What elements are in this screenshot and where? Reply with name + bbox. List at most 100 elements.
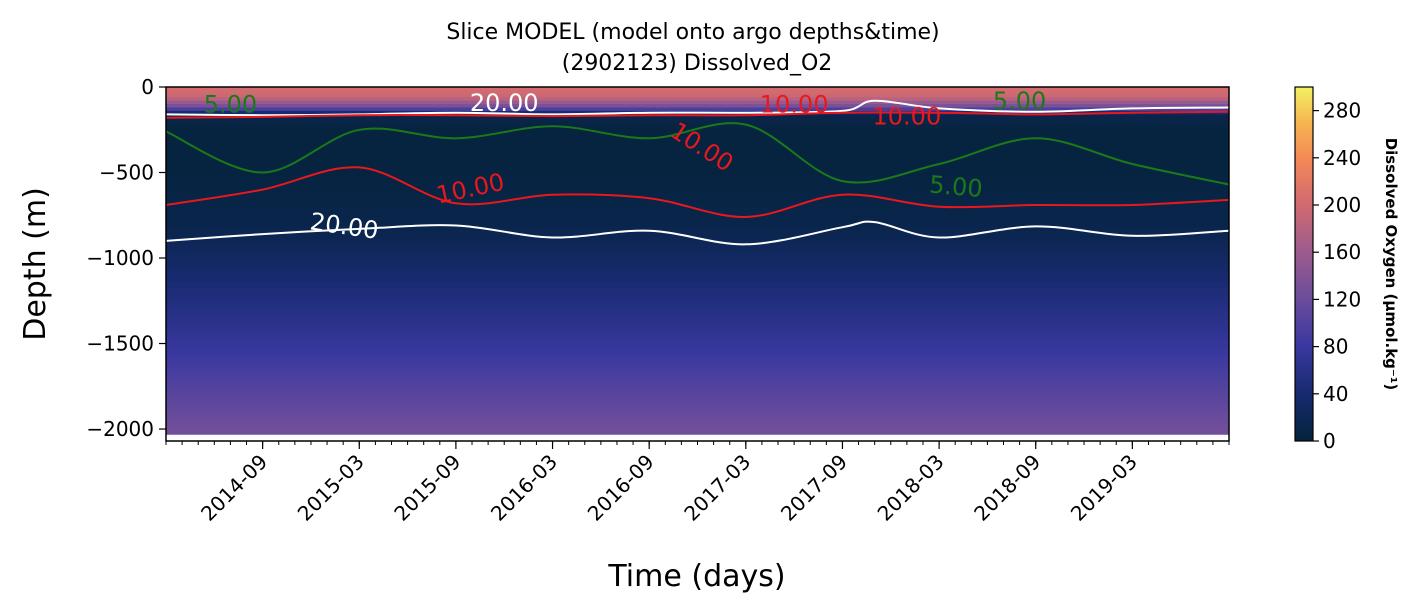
heatmap-band <box>166 199 1229 204</box>
heatmap-band <box>166 90 1229 95</box>
heatmap-band <box>166 158 1229 163</box>
heatmap-band <box>166 292 1229 297</box>
colorbar-tick-label: 200 <box>1323 193 1361 217</box>
heatmap-band <box>166 326 1229 331</box>
heatmap-band <box>166 100 1229 105</box>
contour-label: 5.00 <box>928 170 984 203</box>
y-tick-label: 0 <box>141 75 154 99</box>
heatmap-band <box>166 151 1229 157</box>
heatmap-band <box>166 271 1229 276</box>
heatmap-band <box>166 261 1229 266</box>
heatmap-band <box>166 364 1229 369</box>
heatmap-band <box>166 155 1229 160</box>
heatmap-band <box>166 374 1229 379</box>
heatmap-band <box>166 333 1229 338</box>
heatmap-band <box>166 193 1229 198</box>
heatmap-band <box>166 285 1229 290</box>
heatmap-band <box>166 254 1229 259</box>
heatmap-band <box>166 425 1229 430</box>
y-axis-title: Depth (m) <box>18 187 53 341</box>
heatmap-band <box>166 405 1229 410</box>
heatmap-band <box>166 415 1229 420</box>
contour-label: 20.00 <box>470 89 539 117</box>
heatmap-band <box>166 346 1229 351</box>
heatmap-band <box>166 128 1229 133</box>
heatmap-band <box>166 350 1229 355</box>
heatmap-band <box>166 251 1229 256</box>
heatmap-band <box>166 141 1229 146</box>
heatmap-band <box>166 247 1229 252</box>
heatmap-band <box>166 302 1229 307</box>
heatmap-band <box>166 169 1229 174</box>
heatmap-band <box>166 227 1229 232</box>
heatmap-band <box>166 343 1229 348</box>
x-tick-label: 2016-03 <box>486 450 562 526</box>
heatmap-band <box>166 182 1229 187</box>
heatmap-band <box>166 148 1229 153</box>
colorbar-tick-label: 120 <box>1323 287 1361 311</box>
chart-title-line2: (2902123) Dissolved_O2 <box>562 51 833 76</box>
colorbar <box>1294 86 1314 442</box>
heatmap-band <box>166 353 1229 358</box>
heatmap-band <box>166 210 1229 215</box>
x-axis: 2014-09 2015-03 2015-09 2016-03 2016-09 2017-… <box>165 441 1230 526</box>
heatmap-band <box>166 323 1229 328</box>
heatmap-band <box>166 138 1229 143</box>
x-tick-label: 2015-03 <box>293 450 369 526</box>
colorbar-tick-label: 160 <box>1323 240 1361 264</box>
heatmap-band <box>166 237 1229 242</box>
heatmap-band <box>166 336 1229 341</box>
heatmap-band <box>166 357 1229 362</box>
heatmap-band <box>166 401 1229 406</box>
heatmap-band <box>166 391 1229 396</box>
heatmap-band <box>166 264 1229 269</box>
heatmap-band <box>166 281 1229 286</box>
heatmap-band <box>166 234 1229 239</box>
heatmap-band <box>166 97 1229 102</box>
heatmap-band <box>166 377 1229 382</box>
colorbar-tick-label: 280 <box>1323 99 1361 123</box>
x-tick-label: 2016-09 <box>583 450 659 526</box>
heatmap-band <box>166 295 1229 300</box>
heatmap-band <box>166 432 1229 435</box>
heatmap-band <box>166 309 1229 314</box>
heatmap-band <box>166 360 1229 365</box>
heatmap-band <box>166 189 1229 194</box>
heatmap-band <box>166 370 1229 375</box>
heatmap-band <box>166 408 1229 413</box>
colorbar-ticks: 0 40 80 120 160 200 240 280 <box>1313 99 1361 453</box>
x-axis-title: Time (days) <box>607 559 785 594</box>
contour-label: 10.00 <box>760 91 829 119</box>
heatmap-band <box>166 134 1229 139</box>
contour-line-10-00-deep <box>166 166 1229 219</box>
heatmap-band <box>166 175 1229 180</box>
chart-title-line1: Slice MODEL (model onto argo depths&time… <box>446 20 939 45</box>
heatmap-band <box>166 179 1229 184</box>
heatmap-band <box>166 121 1229 126</box>
heatmap-band <box>166 93 1229 98</box>
colorbar-tick-label: 40 <box>1323 382 1348 406</box>
heatmap-band <box>166 299 1229 304</box>
x-tick-label: 2019-03 <box>1066 450 1142 526</box>
x-tick-label: 2017-03 <box>679 450 755 526</box>
heatmap-band <box>166 87 1229 92</box>
heatmap-band <box>166 165 1229 170</box>
contour-line-10-00-shallow <box>166 110 1229 119</box>
heatmap-band <box>166 220 1229 225</box>
contour-label: 10.00 <box>873 103 942 131</box>
heatmap-band <box>166 213 1229 218</box>
y-axis: 0 −500 −1000 −1500 −2000 <box>86 75 166 441</box>
heatmap-band <box>166 104 1229 109</box>
colorbar-tick-label: 80 <box>1323 335 1348 359</box>
y-tick-label: −2000 <box>86 417 154 441</box>
heatmap-band <box>166 268 1229 273</box>
heatmap-band <box>166 329 1229 334</box>
heatmap-band <box>166 172 1229 177</box>
contour-line-20-00-deep <box>166 220 1229 246</box>
heatmap-band <box>166 278 1229 283</box>
heatmap-band <box>166 394 1229 399</box>
heatmap-band <box>166 124 1229 129</box>
heatmap-band <box>166 145 1229 150</box>
